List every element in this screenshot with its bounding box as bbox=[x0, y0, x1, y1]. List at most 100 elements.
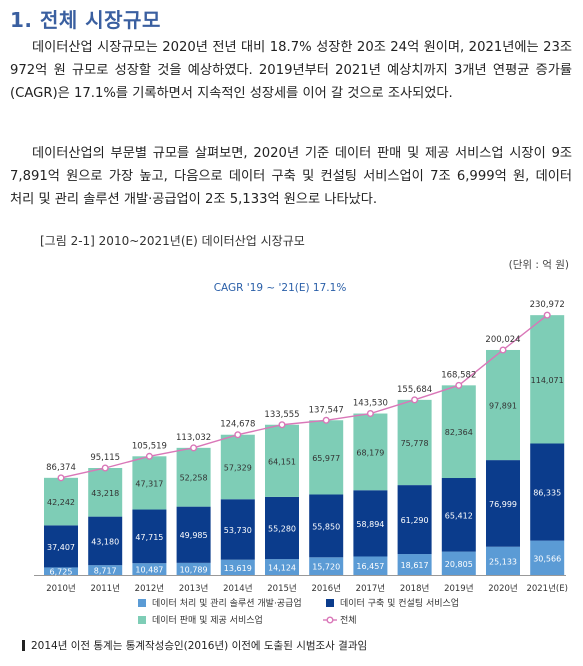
total-value-label: 155,684 bbox=[397, 385, 432, 395]
legend-swatch bbox=[138, 616, 146, 624]
figure-caption: [그림 2-1] 2010~2021년(E) 데이터산업 시장규모 bbox=[40, 234, 305, 248]
bar-value-label: 15,720 bbox=[312, 563, 340, 572]
legend-label: 전체 bbox=[340, 615, 357, 626]
paragraph-segment-size: 데이터산업의 부문별 규모를 살펴보면, 2020년 기준 데이터 판매 및 제… bbox=[10, 146, 572, 207]
total-value-label: 95,115 bbox=[90, 453, 120, 463]
bar-segment-1 bbox=[176, 506, 211, 563]
x-tick-label: 2012년 bbox=[135, 583, 164, 594]
total-value-label: 124,678 bbox=[220, 420, 255, 430]
bar-value-label: 55,280 bbox=[268, 525, 296, 534]
bar-segment-1 bbox=[486, 460, 520, 547]
bar-segment-2 bbox=[397, 399, 432, 486]
bar-segment-2 bbox=[132, 456, 167, 510]
bar-value-label: 18,617 bbox=[401, 561, 429, 570]
total-point bbox=[278, 421, 286, 429]
paragraph-market-size: 데이터산업 시장규모는 2020년 전년 대비 18.7% 성장한 20조 24… bbox=[10, 40, 572, 101]
x-tick-label: 2013년 bbox=[179, 583, 208, 594]
bar-segment-1 bbox=[441, 478, 476, 552]
cagr-annotation: CAGR '19 ~ '21(E) 17.1% bbox=[214, 282, 347, 294]
bar-value-label: 65,977 bbox=[312, 454, 340, 463]
total-value-label: 133,555 bbox=[264, 410, 299, 420]
bar-value-label: 75,778 bbox=[401, 439, 429, 448]
bar-value-label: 20,805 bbox=[445, 560, 473, 569]
bar-value-label: 43,180 bbox=[91, 537, 119, 546]
bar-segment-1 bbox=[265, 496, 299, 560]
bar-value-label: 55,850 bbox=[312, 522, 340, 531]
bar-value-label: 64,151 bbox=[268, 457, 296, 466]
total-value-label: 143,530 bbox=[353, 399, 388, 409]
bar-value-label: 47,317 bbox=[135, 479, 163, 488]
bar-segment-0 bbox=[397, 554, 432, 575]
bar-value-label: 37,407 bbox=[47, 543, 75, 552]
bar-segment-1 bbox=[220, 499, 255, 560]
total-line bbox=[60, 314, 548, 479]
total-point bbox=[190, 444, 198, 452]
bar-segment-2 bbox=[486, 349, 520, 461]
total-value-label: 230,972 bbox=[530, 300, 565, 310]
bar-segment-0 bbox=[265, 559, 299, 575]
bar-segment-1 bbox=[132, 509, 167, 564]
bar-value-label: 53,730 bbox=[224, 526, 252, 535]
bar-segment-1 bbox=[88, 516, 123, 566]
x-tick-label: 2017년 bbox=[356, 583, 385, 594]
bar-value-label: 82,364 bbox=[445, 428, 473, 437]
bar-segment-2 bbox=[441, 385, 476, 479]
bar-value-label: 76,999 bbox=[489, 500, 517, 509]
total-point bbox=[455, 381, 463, 389]
bar-segment-1 bbox=[397, 485, 432, 555]
x-tick-label: 2015년 bbox=[267, 583, 296, 594]
total-value-label: 105,519 bbox=[132, 441, 167, 451]
bar-segment-2 bbox=[265, 424, 299, 497]
legend-label: 데이터 처리 및 관리 솔루션 개발·공급업 bbox=[152, 597, 302, 609]
x-tick-label: 2021년(E) bbox=[526, 583, 567, 594]
bar-segment-0 bbox=[530, 540, 565, 575]
total-point bbox=[234, 431, 242, 439]
footnote-text: 2014년 이전 통계는 통계작성승인(2016년) 이전에 도출된 시범조사 … bbox=[31, 640, 368, 652]
bar-segment-2 bbox=[44, 477, 78, 526]
bar-segment-1 bbox=[530, 443, 565, 541]
bar-value-label: 43,218 bbox=[91, 489, 119, 498]
footnote-marker bbox=[22, 640, 25, 651]
bar-segment-1 bbox=[44, 525, 78, 568]
bar-value-label: 14,124 bbox=[268, 564, 296, 573]
legend-label: 데이터 판매 및 제공 서비스업 bbox=[152, 614, 263, 626]
legend-label: 데이터 구축 및 컨설팅 서비스업 bbox=[340, 597, 459, 609]
total-value-label: 86,374 bbox=[46, 463, 76, 473]
bar-value-label: 10,487 bbox=[135, 566, 163, 575]
bar-segment-2 bbox=[176, 447, 211, 507]
total-point bbox=[322, 416, 330, 424]
total-point bbox=[145, 452, 153, 460]
bar-value-label: 58,894 bbox=[356, 520, 384, 529]
section-heading: 1. 전체 시장규모 bbox=[10, 8, 161, 32]
bar-value-label: 68,179 bbox=[356, 448, 384, 457]
bar-value-label: 52,258 bbox=[180, 474, 208, 483]
bar-segment-2 bbox=[220, 434, 255, 500]
bar-segment-2 bbox=[353, 413, 388, 491]
bar-segment-2 bbox=[530, 315, 565, 444]
total-point bbox=[411, 396, 419, 404]
unit-label: (단위 : 억 원) bbox=[508, 259, 569, 271]
total-value-label: 137,547 bbox=[309, 405, 344, 415]
x-tick-label: 2020년 bbox=[488, 583, 517, 594]
legend-swatch-point bbox=[326, 616, 334, 624]
legend-swatch bbox=[138, 599, 146, 607]
bar-segment-0 bbox=[176, 562, 211, 575]
bar-value-label: 13,619 bbox=[224, 564, 252, 573]
total-value-label: 200,024 bbox=[485, 335, 520, 345]
bar-segment-2 bbox=[88, 467, 123, 517]
total-value-label: 168,582 bbox=[441, 370, 476, 380]
market-size-chart: CAGR '19 ~ '21(E) 17.1% 6,725 37,407 42,242… bbox=[34, 282, 568, 626]
bar-value-label: 6,725 bbox=[50, 568, 73, 577]
bar-segment-0 bbox=[353, 556, 388, 575]
x-tick-label: 2010년 bbox=[46, 583, 75, 594]
total-point bbox=[499, 346, 507, 354]
bar-value-label: 16,457 bbox=[356, 562, 384, 571]
bar-value-label: 8,717 bbox=[94, 567, 117, 576]
bar-value-label: 10,789 bbox=[180, 565, 208, 574]
bar-value-label: 86,335 bbox=[533, 489, 561, 498]
total-point bbox=[101, 464, 109, 472]
bar-segment-1 bbox=[353, 490, 388, 557]
bar-segment-0 bbox=[441, 551, 476, 575]
bar-value-label: 49,985 bbox=[180, 531, 208, 540]
bar-value-label: 114,071 bbox=[531, 376, 564, 385]
